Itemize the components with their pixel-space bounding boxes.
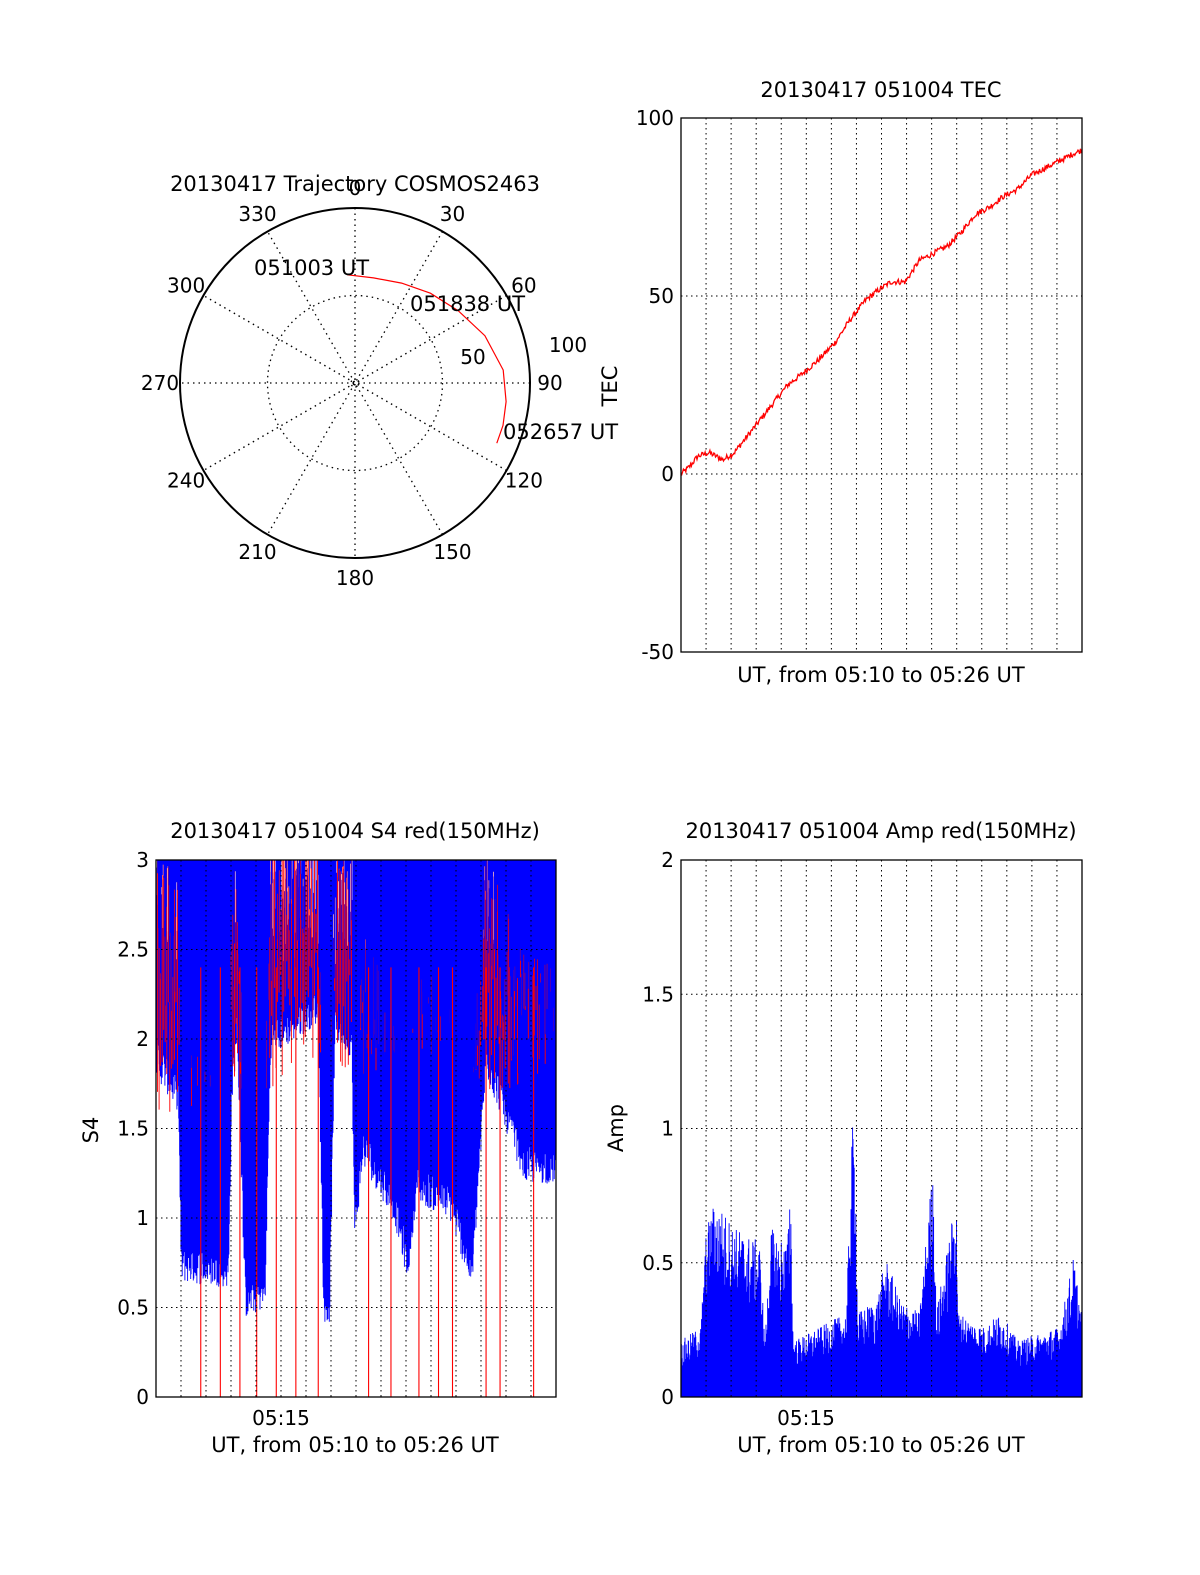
y-tick-label: 0: [136, 1385, 149, 1409]
polar-angle-labels: 0 30 60 90 120 150 180 210 240 270 300 330: [141, 176, 563, 590]
polar-angle-label: 330: [238, 202, 276, 226]
y-tick-label: 1: [661, 1117, 674, 1141]
polar-radius-label: 100: [549, 333, 587, 357]
s4-panel: 20130417 051004 S4 red(150MHz) 0 0.5 1 1.5 2…: [79, 819, 557, 1457]
amp-title: 20130417 051004 Amp red(150MHz): [685, 819, 1076, 843]
s4-y-tick-labels: 0 0.5 1 1.5 2 2.5 3: [117, 848, 149, 1409]
polar-center: [350, 378, 360, 388]
trajectory-polar-panel: 20130417 Trajectory COSMOS2463 0 30 60 90 12…: [141, 172, 618, 590]
polar-grid: [180, 208, 530, 558]
tec-x-axis-label: UT, from 05:10 to 05:26 UT: [737, 663, 1025, 687]
polar-angle-label: 90: [537, 371, 562, 395]
polar-angle-label: 270: [141, 371, 179, 395]
polar-angle-label: 60: [511, 274, 536, 298]
polar-angle-label: 150: [433, 540, 471, 564]
tec-plot-frame: [680, 117, 1083, 653]
y-tick-label: 2: [136, 1027, 149, 1051]
y-tick-label: 0: [661, 1385, 674, 1409]
y-tick-label: 2: [661, 848, 674, 872]
tec-y-axis-label: TEC: [598, 366, 622, 408]
polar-angle-label: 240: [167, 469, 205, 493]
y-tick-label: 100: [636, 106, 674, 130]
polar-radius-label: 50: [460, 345, 485, 369]
s4-y-axis-label: S4: [79, 1117, 103, 1144]
tec-title: 20130417 051004 TEC: [760, 78, 1001, 102]
polar-angle-label: 120: [505, 469, 543, 493]
polar-radius-labels: 50 100: [460, 333, 587, 369]
amp-grid: [681, 860, 1082, 1397]
s4-x-axis-label: UT, from 05:10 to 05:26 UT: [211, 1433, 499, 1457]
polar-angle-label: 0: [349, 176, 362, 200]
y-tick-label: 2.5: [117, 938, 149, 962]
y-tick-label: 50: [649, 284, 674, 308]
polar-angle-label: 210: [238, 540, 276, 564]
polar-outer-ring: [179, 207, 531, 559]
s4-title: 20130417 051004 S4 red(150MHz): [170, 819, 540, 843]
y-tick-label: 1.5: [642, 982, 674, 1006]
polar-spoke: [203, 294, 507, 472]
trajectory-start-time: 051003 UT: [254, 256, 369, 280]
trajectory-mid-time: 051838 UT: [410, 292, 525, 316]
trajectory-track-line: [347, 274, 507, 444]
amp-panel: 20130417 051004 Amp red(150MHz) 0 0.5 1 1.5…: [604, 819, 1083, 1457]
polar-spoke: [266, 231, 444, 535]
amp-x-tick-label: 05:15: [777, 1406, 835, 1430]
y-tick-label: 0.5: [117, 1296, 149, 1320]
s4-x-tick-label: 05:15: [252, 1406, 310, 1430]
s4-grid: [156, 860, 556, 1397]
y-tick-label: 1.5: [117, 1117, 149, 1141]
polar-angle-label: 180: [336, 566, 374, 590]
tec-y-tick-labels: -50 0 50 100: [636, 106, 674, 664]
polar-spoke: [203, 294, 507, 472]
trajectory-end-time: 052657 UT: [503, 420, 618, 444]
s4-plot-frame: [155, 859, 557, 1398]
tec-grid: [681, 118, 1082, 652]
tec-series-line: [680, 148, 1083, 476]
amp-y-axis-label: Amp: [604, 1104, 628, 1152]
y-tick-label: 0: [661, 462, 674, 486]
amp-y-tick-labels: 0 0.5 1 1.5 2: [642, 848, 674, 1409]
polar-ring-50: [266, 294, 444, 472]
polar-angle-label: 300: [167, 274, 205, 298]
polar-spoke: [266, 231, 444, 535]
y-tick-label: 3: [136, 848, 149, 872]
amp-x-axis-label: UT, from 05:10 to 05:26 UT: [737, 1433, 1025, 1457]
tec-panel: 20130417 051004 TEC -50 0 50 100 UT, from 0…: [598, 78, 1083, 687]
amp-plot-frame: [680, 859, 1083, 1398]
y-tick-label: 0.5: [642, 1251, 674, 1275]
y-tick-label: -50: [641, 640, 674, 664]
polar-angle-label: 30: [440, 202, 465, 226]
trajectory-title: 20130417 Trajectory COSMOS2463: [170, 172, 540, 196]
y-tick-label: 1: [136, 1206, 149, 1230]
